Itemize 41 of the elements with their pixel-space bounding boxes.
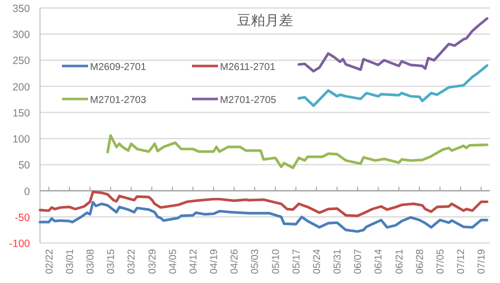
y-tick-label: 200 [12, 81, 30, 94]
x-tick-label: 04/26 [230, 248, 241, 274]
x-tick-label: 03/29 [147, 248, 158, 274]
legend-item: M2609-2701 [62, 62, 146, 73]
x-tick-label: 04/12 [188, 248, 200, 274]
legend-item: M2701-2703 [62, 95, 146, 106]
x-tick-label: 06/07 [353, 248, 364, 274]
legend-item: M2611-2701 [192, 62, 276, 73]
x-tick-label: 03/15 [106, 248, 118, 274]
legend-label: M2609-2701 [90, 62, 147, 73]
x-tick-label: 06/28 [414, 248, 426, 274]
y-tick-label: 350 [12, 3, 30, 15]
x-tick-label: 07/05 [436, 248, 446, 274]
y-tick-label: -100 [8, 238, 30, 250]
y-tick-label: 0 [24, 186, 30, 198]
legend-label: M2701-2703 [90, 95, 147, 106]
y-tick-label: -50 [14, 212, 30, 224]
x-tick-label: 03/01 [64, 248, 76, 274]
x-tick-label: 05/31 [332, 248, 344, 274]
x-tick-label: 05/17 [291, 248, 302, 274]
y-tick-label: 100 [12, 134, 30, 146]
legend-label: M2611-2701 [220, 62, 276, 73]
x-tick-label: 05/10 [270, 248, 282, 274]
x-tick-label: 07/19 [476, 248, 488, 274]
x-tick-label: 05/03 [250, 248, 262, 274]
x-tick-label: 03/22 [126, 248, 138, 274]
y-tick-label: 300 [12, 29, 30, 42]
x-tick-label: 03/08 [86, 248, 96, 274]
y-tick-label: 250 [12, 55, 30, 68]
x-tick-label: 07/12 [456, 248, 468, 274]
x-tick-label: 06/14 [374, 248, 385, 274]
x-tick-label: 05/24 [312, 248, 323, 274]
y-tick-label: 150 [12, 107, 30, 120]
x-tick-label: 06/21 [394, 248, 406, 274]
y-tick-label: 50 [18, 160, 30, 172]
x-tick-label: 04/05 [168, 248, 179, 274]
x-tick-label: 04/19 [209, 248, 220, 274]
legend-item: M2701-2705 [192, 95, 276, 106]
legend-label: M2701-2705 [220, 95, 277, 106]
x-tick-label: 02/22 [44, 248, 56, 274]
chart-title: 豆粕月差 [237, 12, 293, 28]
